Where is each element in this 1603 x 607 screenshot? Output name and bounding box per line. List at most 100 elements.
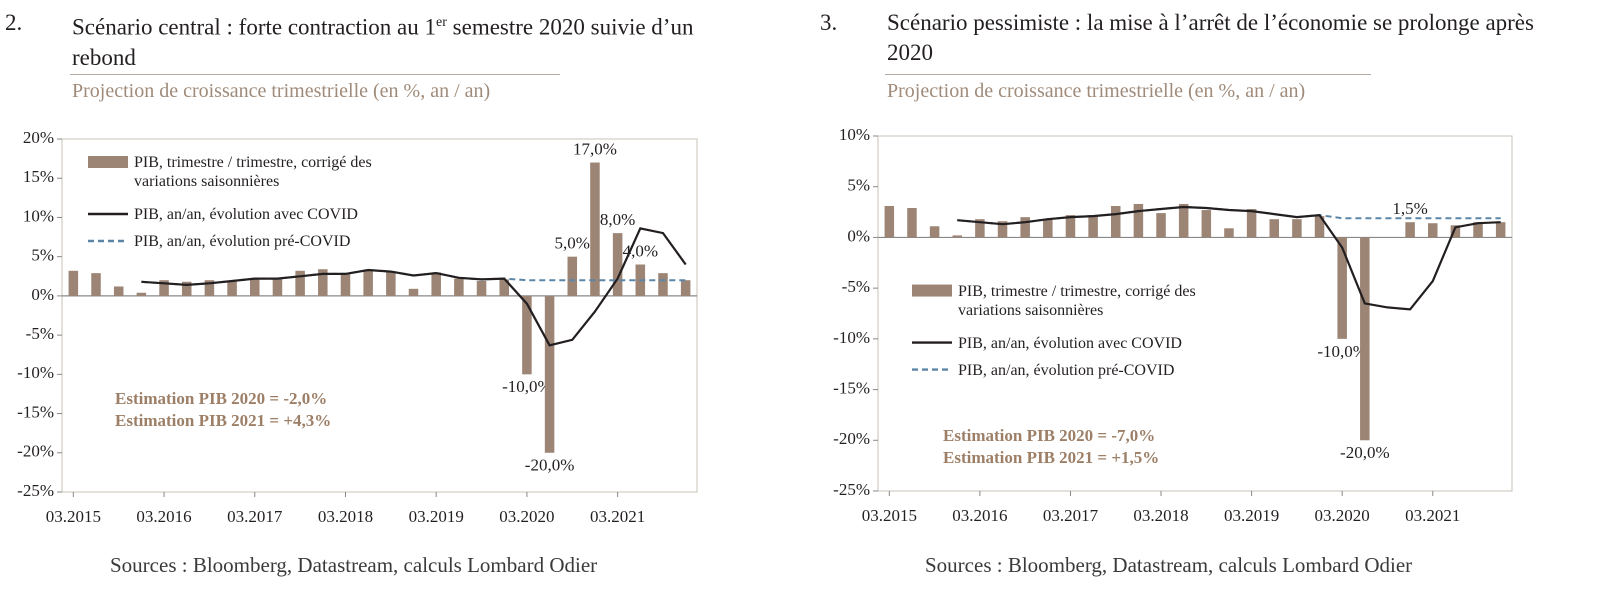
bar — [250, 278, 260, 296]
chart-source: Sources : Bloomberg, Datastream, calculs… — [925, 553, 1413, 577]
bar — [159, 280, 169, 296]
chart-title: Scénario central : forte contraction au … — [72, 8, 762, 73]
legend-entry: PIB, trimestre / trimestre, corrigé des … — [134, 154, 372, 190]
bar — [295, 270, 305, 296]
y-tick-label: 0% — [31, 285, 54, 304]
bar — [476, 280, 487, 296]
bar — [272, 278, 283, 296]
bar — [544, 295, 555, 453]
value-label: 8,0% — [600, 210, 635, 229]
legend-swatch — [88, 156, 128, 168]
annotation: Estimation PIB 2021 = +1,5% — [943, 448, 1159, 467]
y-tick-label: -25% — [833, 480, 870, 499]
x-tick-label: 03.2018 — [1133, 506, 1188, 525]
x-tick-label: 03.2016 — [136, 507, 191, 526]
legend-label: PIB, an/an, évolution pré-COVID — [958, 361, 1175, 379]
title-part: semestre 2020 suivie d’un rebond — [72, 14, 694, 70]
title-part: Scénario central : forte contraction au … — [72, 14, 437, 40]
bar — [952, 235, 963, 238]
bar — [408, 288, 419, 296]
annotation: Estimation PIB 2020 = -7,0% — [943, 426, 1155, 445]
x-tick-label: 03.2020 — [499, 507, 554, 526]
legend-label: PIB, an/an, évolution avec COVID — [958, 334, 1182, 352]
bar — [1043, 219, 1053, 238]
bar — [1360, 237, 1370, 441]
y-tick-label: -15% — [833, 378, 870, 397]
value-label: 5,0% — [555, 234, 590, 253]
y-tick-label: -5% — [842, 277, 870, 296]
bar — [567, 256, 578, 296]
bar — [590, 162, 600, 296]
legend-entry: PIB, an/an, évolution avec COVID — [134, 206, 358, 223]
bar — [612, 233, 623, 296]
bar — [658, 273, 668, 296]
chart-number: 2. — [5, 10, 23, 35]
bar — [1133, 203, 1144, 238]
y-tick-label: 10% — [839, 125, 870, 144]
x-tick-label: 03.2017 — [1043, 506, 1099, 525]
bar — [1473, 222, 1483, 238]
title-part: er — [436, 15, 447, 30]
bar — [1314, 216, 1325, 238]
bar — [907, 208, 917, 238]
bar — [136, 292, 147, 296]
bar — [1156, 213, 1166, 238]
bar — [1110, 205, 1121, 238]
legend-label: PIB, trimestre / trimestre, corrigé des … — [958, 282, 1196, 319]
y-tick-label: 5% — [847, 176, 870, 195]
title-rule — [70, 74, 560, 75]
bar — [1495, 222, 1506, 238]
bar — [1450, 225, 1461, 238]
x-tick-label: 03.2021 — [590, 507, 645, 526]
bar — [1178, 203, 1189, 238]
bar — [113, 286, 124, 296]
legend-label: PIB, trimestre / trimestre, corrigé des … — [134, 154, 372, 190]
bar — [522, 295, 532, 375]
bar — [1427, 223, 1438, 238]
bar — [318, 269, 328, 296]
bar — [929, 226, 940, 238]
bar — [997, 221, 1008, 238]
bar — [1020, 217, 1030, 238]
bar — [363, 270, 373, 296]
x-tick-label: 03.2018 — [318, 507, 373, 526]
value-label: 17,0% — [573, 139, 617, 158]
y-tick-label: 10% — [23, 206, 54, 225]
y-tick-label: -20% — [17, 442, 54, 461]
x-tick-label: 03.2016 — [952, 506, 1007, 525]
plot-frame — [877, 135, 1513, 492]
bar — [1065, 215, 1076, 238]
line — [141, 227, 687, 347]
value-label: 1,5% — [1392, 199, 1427, 218]
bar — [680, 280, 691, 296]
y-tick-label: -20% — [833, 429, 870, 448]
chart-subtitle: Projection de croissance trimestrielle (… — [887, 80, 1306, 102]
x-tick-label: 03.2015 — [46, 507, 101, 526]
bar — [499, 279, 509, 296]
x-tick-label: 03.2019 — [1224, 506, 1279, 525]
chart-source: Sources : Bloomberg, Datastream, calculs… — [110, 553, 598, 577]
bar — [204, 280, 215, 296]
x-tick-label: 03.2017 — [227, 507, 283, 526]
bar — [431, 272, 441, 296]
bar — [1292, 219, 1302, 238]
y-tick-label: -15% — [17, 402, 54, 421]
line — [957, 205, 1501, 311]
y-tick-label: 15% — [23, 167, 54, 186]
legend-entry: PIB, trimestre / trimestre, corrigé des … — [958, 282, 1196, 319]
y-tick-label: 0% — [847, 226, 870, 245]
x-tick-label: 03.2019 — [409, 507, 464, 526]
value-label: -10,0% — [1317, 342, 1367, 361]
legend-swatch — [912, 284, 952, 297]
y-tick-label: -5% — [26, 324, 54, 343]
plot-frame — [61, 138, 698, 493]
legend-label: PIB, an/an, évolution pré-COVID — [134, 233, 351, 250]
value-label: -10,0% — [502, 377, 552, 396]
bar — [1269, 219, 1280, 238]
bar — [1088, 215, 1098, 238]
annotation: Estimation PIB 2021 = +4,3% — [115, 411, 331, 430]
bar — [227, 281, 237, 296]
legend-entry: PIB, an/an, évolution pré-COVID — [958, 361, 1175, 379]
title-rule — [885, 74, 1371, 75]
